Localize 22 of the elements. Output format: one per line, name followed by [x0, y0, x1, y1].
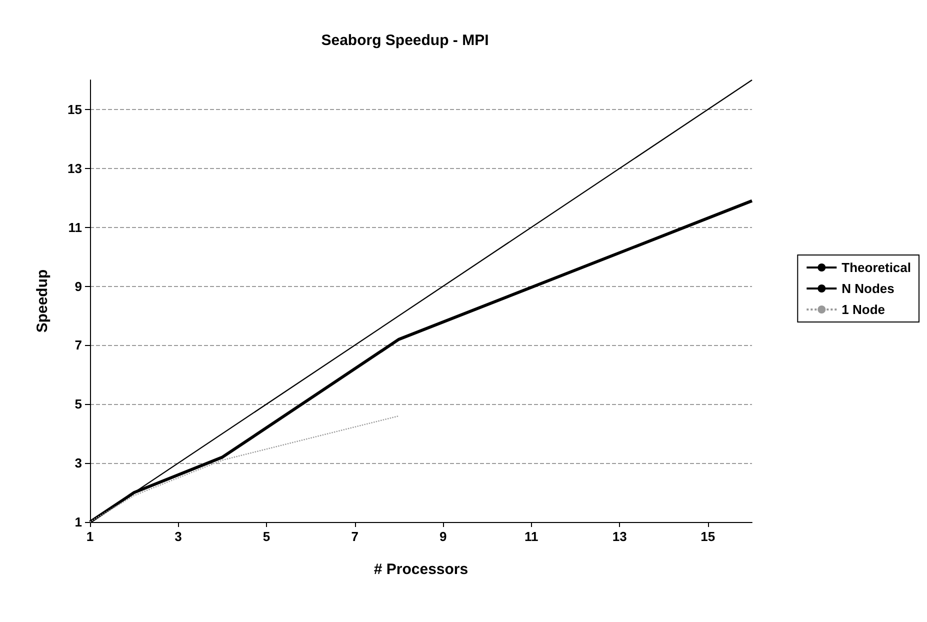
- x-tick-label: 5: [262, 529, 270, 544]
- x-tick-label: 9: [439, 529, 447, 544]
- x-axis-title: # Processors: [374, 561, 468, 578]
- y-tick-label: 15: [68, 102, 82, 117]
- x-tick-label: 11: [524, 529, 538, 544]
- chart-title: Seaborg Speedup - MPI: [321, 32, 489, 49]
- x-tick-label: 3: [174, 529, 182, 544]
- y-tick-label: 9: [74, 278, 82, 294]
- x-tick-label: 13: [612, 529, 627, 544]
- legend-label: 1 Node: [842, 302, 885, 317]
- y-tick-label: 3: [74, 456, 82, 471]
- legend-label: N Nodes: [842, 281, 894, 296]
- y-tick-label: 11: [68, 220, 82, 235]
- y-axis-title: Speedup: [34, 269, 51, 333]
- y-tick-label: 1: [74, 514, 82, 530]
- y-tick-label: 13: [68, 160, 82, 176]
- legend-label: Theoretical: [842, 260, 912, 275]
- y-tick-label: 7: [74, 338, 82, 353]
- x-tick-label: 7: [351, 529, 358, 544]
- y-tick-label: 5: [74, 396, 82, 412]
- x-tick-label: 1: [86, 529, 94, 544]
- x-tick-label: 15: [700, 529, 716, 544]
